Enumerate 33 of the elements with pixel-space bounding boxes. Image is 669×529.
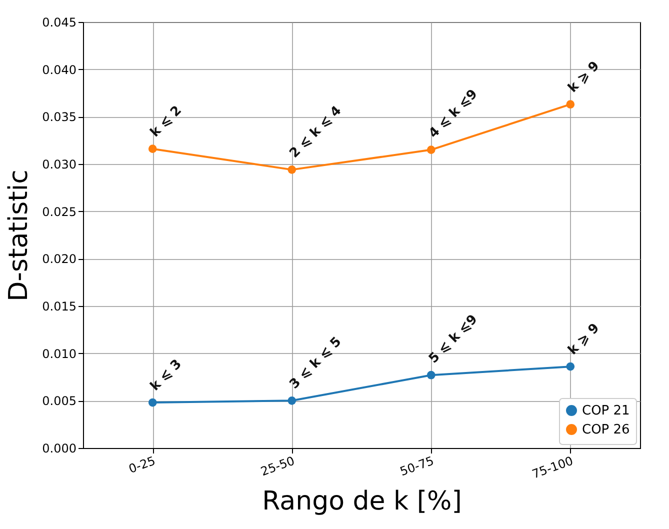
y-tick-label: 0.045	[42, 16, 76, 30]
point	[426, 146, 436, 154]
annotation: k ⩾ 9	[565, 58, 603, 96]
y-axis-title: D-statistic	[4, 170, 34, 302]
x-tick-label: 50-75	[398, 454, 436, 479]
legend-label: COP 26	[582, 422, 630, 438]
point	[566, 100, 575, 109]
annotation: k ⩽ 3	[148, 356, 185, 394]
y-tick-label: 0.040	[42, 62, 76, 77]
point	[148, 144, 157, 154]
x-axis-title: Rango de k [%]	[262, 486, 462, 516]
annotation: 2 ⩽ k ⩽ 4	[286, 103, 345, 162]
annotation: k ⩾ 9	[565, 320, 603, 358]
legend-label: COP 21	[582, 404, 630, 418]
y-tick-label: 0.020	[42, 252, 76, 266]
annotation: 3 ⩽ k ⩽ 5	[286, 334, 345, 392]
point	[426, 370, 436, 380]
x-tick-label: 25-50	[258, 454, 296, 479]
point	[566, 362, 575, 371]
point	[148, 398, 157, 407]
y-tick-label: 0.015	[42, 300, 76, 314]
point	[288, 396, 296, 405]
y-tick-label: 0.000	[42, 442, 76, 456]
y-tick-label: 0.010	[42, 346, 76, 361]
annotation: 4 ⩽ k ⩽9	[426, 86, 481, 142]
y-tick-label: 0.035	[42, 110, 76, 124]
annotation: k ⩽ 2	[148, 103, 185, 140]
x-tick-label: 0-25	[126, 454, 158, 476]
y-tick-label: 0.030	[42, 158, 76, 172]
y-tick-label: 0.005	[42, 394, 76, 408]
annotation: 5 ⩽ k ⩽9	[426, 312, 481, 367]
point	[288, 166, 296, 174]
y-tick-label: 0.025	[42, 204, 76, 219]
